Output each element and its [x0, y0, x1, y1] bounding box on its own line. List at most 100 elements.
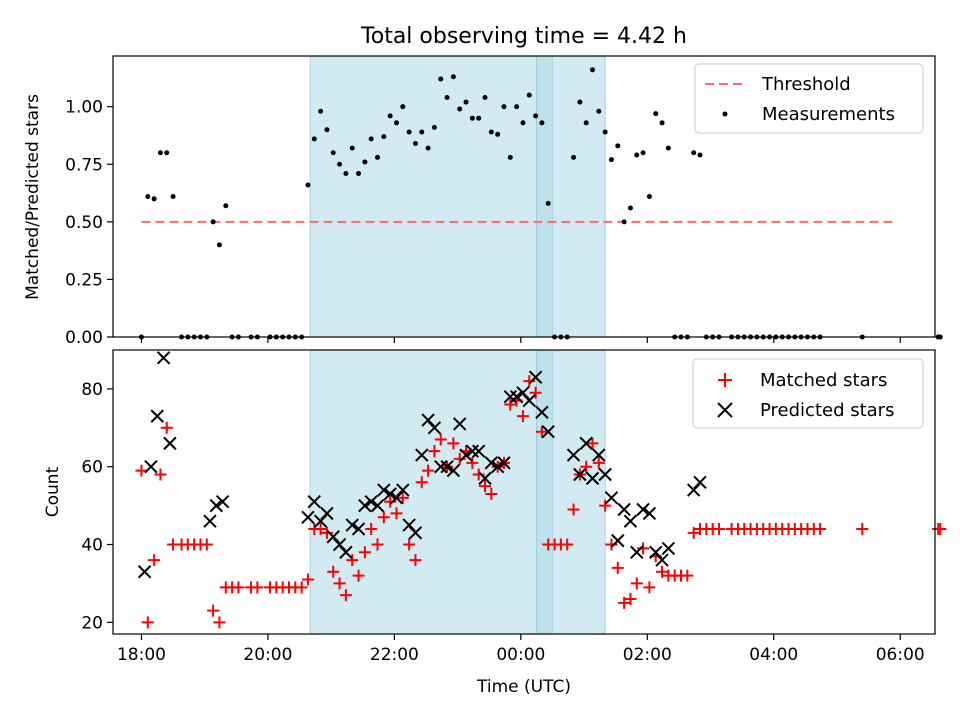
matched-star-point: [656, 565, 669, 578]
predicted-star-point: [630, 545, 644, 560]
measurement-point: [400, 104, 406, 110]
measurement-point: [318, 108, 324, 114]
predicted-star-point: [313, 514, 328, 528]
x-axis-label: Time (UTC): [476, 677, 571, 697]
measurement-point: [539, 120, 545, 126]
matched-star-point: [320, 526, 333, 539]
x-tick-label: 22:00: [370, 645, 419, 665]
x-tick-label: 00:00: [496, 645, 545, 665]
measurement-point: [393, 120, 399, 126]
matched-star-point: [580, 460, 593, 473]
top-legend-box: [694, 63, 924, 134]
matched-star-point: [643, 581, 656, 594]
measurement-point: [514, 104, 520, 110]
matched-star-point: [479, 480, 492, 493]
matched-star-point: [485, 487, 498, 500]
matched-star-point: [712, 522, 725, 535]
measurement-point: [311, 136, 317, 142]
observing-interval-shade: [536, 55, 606, 338]
x-tick-label: 18:00: [117, 645, 166, 665]
bottom-panel: 20 40 60 80 18:00 20:00 22:00 00:00 02:00 04:00 0…: [43, 349, 947, 697]
matched-star-point: [141, 616, 154, 629]
predicted-star-point: [144, 460, 158, 474]
measurement-point: [533, 113, 539, 119]
matched-star-point: [371, 538, 384, 551]
predicted-star-point: [573, 467, 587, 482]
predicted-star-point: [301, 510, 315, 524]
predicted-star-point: [655, 553, 669, 567]
measurement-point: [157, 150, 163, 156]
matched-star-point: [358, 546, 371, 559]
predicted-star-point: [339, 545, 353, 560]
measurement-point: [488, 129, 494, 135]
matched-star-point: [377, 511, 390, 524]
measurement-point: [627, 205, 633, 211]
predicted-star-point: [402, 518, 416, 532]
predicted-star-point: [661, 541, 676, 556]
matched-star-point: [529, 386, 542, 399]
legend-predicted-label: Predicted stars: [760, 400, 894, 421]
predicted-star-point: [490, 460, 505, 474]
matched-star-point: [333, 577, 346, 590]
matched-star-point: [586, 437, 599, 450]
matched-star-point: [592, 456, 605, 469]
y-tick-label: 1.00: [65, 98, 103, 118]
predicted-star-point: [427, 421, 442, 435]
measurement-point: [145, 194, 151, 199]
matched-star-point: [135, 464, 148, 477]
predicted-star-point: [579, 436, 593, 451]
predicted-star-point: [137, 565, 152, 579]
y-tick-label: 0.50: [65, 213, 103, 233]
legend-matched-label: Matched stars: [760, 370, 887, 391]
predicted-star-point: [528, 370, 543, 384]
measurement-point: [577, 99, 583, 105]
matched-star-point: [428, 445, 441, 458]
predicted-star-point: [535, 405, 549, 419]
y-tick-label: 60: [81, 458, 103, 478]
predicted-star-point: [585, 471, 600, 486]
measurement-point: [387, 113, 393, 119]
matched-star-point: [154, 468, 167, 481]
predicted-star-point: [516, 386, 530, 400]
predicted-star-point: [364, 495, 378, 509]
measurement-point: [640, 150, 646, 156]
measurement-point: [406, 129, 412, 135]
bottom-y-ticks: 20 40 60 80: [81, 380, 113, 633]
matched-star-point: [295, 581, 308, 594]
predicted-star-point: [358, 498, 372, 513]
measurement-point: [602, 129, 608, 135]
matched-star-point: [213, 616, 226, 629]
matched-star-point: [856, 522, 869, 535]
matched-star-point: [396, 491, 409, 504]
predicted-star-point: [566, 448, 581, 462]
top-shaded-intervals: [309, 55, 606, 338]
predicted-star-point: [484, 456, 499, 470]
predicted-star-point: [686, 483, 701, 497]
matched-star-point: [346, 554, 359, 567]
bottom-legend-box: [692, 358, 924, 429]
predicted-star-point: [693, 475, 707, 489]
measurement-point: [381, 134, 387, 140]
measurement-point: [520, 120, 526, 126]
bottom-y-axis-label: Count: [43, 466, 63, 517]
predicted-star-point: [592, 448, 606, 462]
predicted-star-point: [320, 506, 334, 521]
predicted-star-point: [415, 448, 429, 462]
measurement-point: [545, 200, 551, 206]
measurement-point: [305, 182, 311, 188]
predicted-star-point: [617, 502, 631, 517]
measurement-point: [223, 203, 229, 209]
measurement-point: [634, 152, 640, 158]
top-legend: Threshold Measurements: [694, 63, 924, 134]
measurement-point: [937, 334, 943, 340]
matched-star-point: [523, 375, 536, 388]
predicted-star-point: [440, 460, 454, 474]
measurement-point: [368, 136, 374, 142]
measurement-point: [665, 145, 671, 151]
measurement-point: [659, 120, 665, 126]
predicted-star-point: [459, 448, 473, 462]
predicted-star-point: [345, 518, 359, 532]
legend-matched-swatch: [718, 373, 732, 387]
predicted-star-point: [497, 456, 511, 470]
